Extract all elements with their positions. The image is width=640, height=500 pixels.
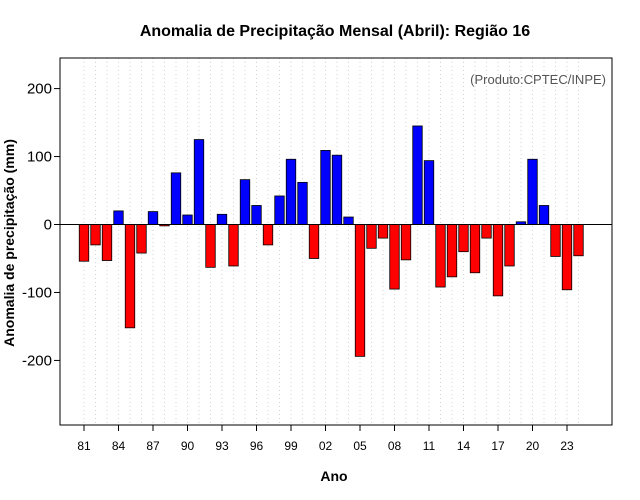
bar-2007 xyxy=(377,224,389,239)
bar-2009 xyxy=(400,224,412,261)
bar-2012 xyxy=(435,224,446,288)
x-axis: 81 84 87 90 93 96 99 02 05 08 11 14 17 20 23 xyxy=(77,425,574,453)
x-tick-label: 87 xyxy=(146,439,160,453)
bar-1989 xyxy=(170,172,182,225)
x-tick-label: 23 xyxy=(560,439,574,453)
bar-2008 xyxy=(389,224,400,290)
bar-1991 xyxy=(193,139,205,225)
x-tick-label: 81 xyxy=(77,439,91,453)
bar-2013 xyxy=(446,224,458,278)
plot-frame xyxy=(59,57,613,426)
bar-2023 xyxy=(561,224,573,291)
bar-2016 xyxy=(481,224,492,239)
y-tick-label: -100 xyxy=(22,284,52,301)
bar-1998 xyxy=(274,195,285,225)
y-tick-label: -200 xyxy=(22,352,52,369)
bar-1984 xyxy=(113,210,124,225)
bar-1993 xyxy=(216,213,228,225)
bar-1987 xyxy=(147,211,159,225)
x-tick-label: 84 xyxy=(112,439,126,453)
x-tick-label: 05 xyxy=(353,439,367,453)
bar-2020 xyxy=(527,158,538,225)
x-tick-label: 17 xyxy=(491,439,505,453)
bar-2022 xyxy=(550,224,561,257)
bar-2018 xyxy=(504,224,515,267)
x-tick-label: 20 xyxy=(526,439,540,453)
x-tick-label: 90 xyxy=(181,439,195,453)
bar-2011 xyxy=(423,160,435,225)
x-tick-label: 93 xyxy=(215,439,229,453)
bar-2006 xyxy=(366,224,377,249)
credit-annotation: (Produto:CPTEC/INPE) xyxy=(470,72,606,87)
y-axis-label: Anomalia de precipitação (mm) xyxy=(1,139,17,347)
bar-2021 xyxy=(538,205,550,225)
bar-1986 xyxy=(136,224,147,254)
bar-1997 xyxy=(262,224,274,246)
bar-1999 xyxy=(285,158,297,225)
bar-2024 xyxy=(573,224,584,257)
bar-2004 xyxy=(343,216,354,225)
x-tick-label: 14 xyxy=(457,439,471,453)
bar-1985 xyxy=(124,224,136,329)
y-tick-label: 0 xyxy=(44,217,52,234)
bar-1995 xyxy=(239,179,251,225)
bar-1994 xyxy=(228,224,239,267)
x-tick-label: 08 xyxy=(388,439,402,453)
bar-1981 xyxy=(78,224,90,262)
x-axis-label: Ano xyxy=(320,468,347,484)
bar-2015 xyxy=(469,224,481,274)
x-tick-label: 02 xyxy=(319,439,333,453)
y-tick-label: 200 xyxy=(27,81,52,98)
bar-2001 xyxy=(308,224,320,259)
bar-1996 xyxy=(251,205,262,225)
y-tick-label: 100 xyxy=(27,149,52,166)
bar-1992 xyxy=(205,224,216,268)
bar-1990 xyxy=(182,214,193,225)
bar-2010 xyxy=(412,125,423,225)
bar-2014 xyxy=(458,224,469,253)
bar-2002 xyxy=(320,150,331,225)
bar-1982 xyxy=(90,224,101,246)
bar-2005 xyxy=(354,224,366,357)
bars xyxy=(78,125,584,357)
y-axis: -200 -100 0 100 200 xyxy=(22,81,60,369)
x-tick-label: 96 xyxy=(250,439,264,453)
x-tick-label: 99 xyxy=(284,439,298,453)
bar-2017 xyxy=(492,224,504,297)
x-tick-label: 11 xyxy=(423,439,436,453)
bar-2000 xyxy=(297,181,308,225)
chart-title: Anomalia de Precipitação Mensal (Abril):… xyxy=(140,23,530,40)
bar-2003 xyxy=(331,154,343,225)
grid-lines xyxy=(83,58,579,425)
bar-1983 xyxy=(101,224,113,261)
